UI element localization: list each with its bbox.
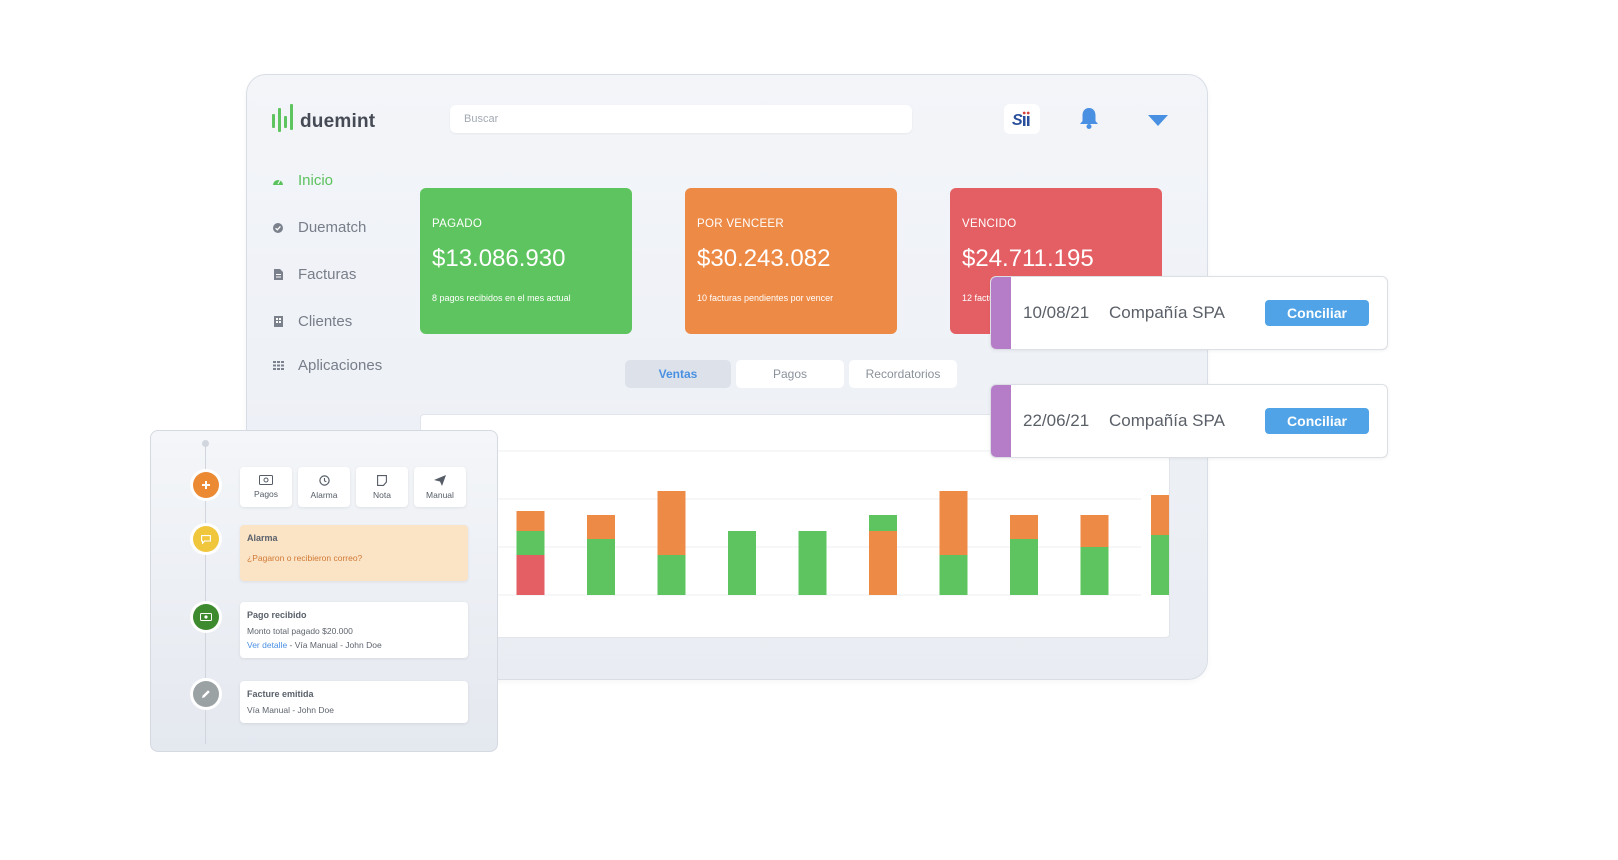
conciliar-button[interactable]: Conciliar: [1265, 408, 1369, 434]
chart-bar-segment: [587, 515, 615, 539]
sidebar-item-duematch[interactable]: Duematch: [272, 219, 366, 236]
reconciliation-company: Compañía SPA: [1109, 303, 1225, 322]
reconciliation-date: 22/06/21: [1023, 411, 1090, 430]
chart-bar-segment: [869, 515, 897, 531]
tab-ventas[interactable]: Ventas: [625, 360, 731, 388]
activity-text: ¿Pagaron o recibieron correo?: [247, 553, 363, 563]
card-title: PAGADO: [432, 218, 483, 230]
sii-icon[interactable]: S: [1004, 104, 1040, 134]
card-title: VENCIDO: [962, 218, 1017, 230]
row-accent-stripe: [991, 385, 1011, 457]
tab-pagos[interactable]: Pagos: [736, 360, 844, 388]
tab-recordatorios[interactable]: Recordatorios: [849, 360, 957, 388]
note-icon: [377, 474, 387, 488]
sidebar-item-label: Clientes: [298, 313, 353, 330]
chat-icon: [193, 526, 219, 552]
chart-bar-segment: [939, 491, 968, 555]
reconciliation-row[interactable]: 10/08/21 Compañía SPA Conciliar: [990, 276, 1388, 350]
chart-bar-segment: [516, 555, 545, 595]
conciliar-button[interactable]: Conciliar: [1265, 300, 1369, 326]
document-icon: [272, 269, 284, 281]
sidebar-item-clientes[interactable]: Clientes: [272, 313, 352, 330]
activity-item-pago-recibido[interactable]: Pago recibido Monto total pagado $20.000…: [240, 602, 468, 658]
activity-text: Monto total pagado $20.000: [247, 626, 353, 636]
chart-bar-segment: [1010, 539, 1038, 595]
grid-icon: [272, 360, 284, 372]
activity-text: Vía Manual - John Doe: [247, 705, 334, 715]
svg-text:S: S: [1012, 112, 1023, 128]
card-subtitle: 10 facturas pendientes por vencer: [697, 293, 834, 303]
action-manual-button[interactable]: Manual: [414, 467, 466, 507]
logo-bars-icon: [272, 102, 294, 141]
chart-bar-segment: [657, 555, 686, 595]
card-amount: $24.711.195: [962, 245, 1094, 272]
send-icon: [434, 474, 446, 488]
action-label: Manual: [426, 489, 454, 500]
sidebar-item-facturas[interactable]: Facturas: [272, 266, 356, 283]
activity-item-factura-emitida[interactable]: Facture emitida Vía Manual - John Doe: [240, 681, 468, 723]
action-label: Pagos: [253, 489, 279, 499]
sidebar-item-inicio[interactable]: Inicio: [272, 172, 333, 189]
action-alarma-button[interactable]: Alarma: [298, 467, 350, 507]
sidebar-item-label: Duematch: [298, 219, 367, 236]
card-amount: $13.086.930: [432, 245, 566, 272]
activity-item-alarma[interactable]: Alarma ¿Pagaron o recibieron correo?: [240, 525, 468, 581]
sidebar-item-label: Aplicaciones: [298, 357, 383, 374]
chart-bar-segment: [657, 491, 686, 555]
activity-meta: Ver detalle - Vía Manual - John Doe: [247, 640, 461, 650]
plus-icon[interactable]: [193, 472, 219, 498]
chart-bar-segment: [1080, 515, 1109, 547]
money-icon: [193, 604, 219, 630]
chart-bar-segment: [939, 555, 968, 595]
brand-name: duemint: [300, 110, 376, 132]
stat-card-pagado[interactable]: PAGADO $13.086.930 8 pagos recibidos en …: [420, 188, 632, 334]
action-nota-button[interactable]: Nota: [356, 467, 408, 507]
sidebar-item-aplicaciones[interactable]: Aplicaciones: [272, 357, 382, 374]
chevron-down-icon[interactable]: [1148, 114, 1168, 132]
ver-detalle-link[interactable]: Ver detalle: [247, 640, 288, 650]
chart-bar-segment: [516, 531, 545, 555]
sidebar-item-label: Facturas: [298, 266, 357, 283]
stat-card-por-vencer[interactable]: POR VENCEER $30.243.082 10 facturas pend…: [685, 188, 897, 334]
activity-meta-text: - Vía Manual - John Doe: [289, 640, 382, 650]
activity-title: Alarma: [247, 533, 278, 543]
card-amount: $30.243.082: [697, 245, 831, 272]
activity-title: Facture emitida: [247, 689, 314, 699]
building-icon: [272, 316, 284, 328]
action-pagos-button[interactable]: Pagos: [240, 467, 292, 507]
stat-card-vencido[interactable]: VENCIDO $24.711.195 12 facturas vencidas: [950, 188, 1162, 334]
activity-title: Pago recibido: [247, 610, 307, 620]
action-label: Nota: [373, 489, 391, 500]
check-circle-icon: [272, 222, 284, 234]
money-icon: [259, 475, 273, 487]
reconciliation-company: Compañía SPA: [1109, 411, 1225, 430]
chart-bar-segment: [1151, 495, 1179, 535]
reconciliation-date: 10/08/21: [1023, 303, 1090, 322]
sales-chart: [421, 450, 1179, 596]
dashboard-icon: [272, 175, 284, 187]
chart-bar-segment: [1080, 547, 1109, 595]
chart-bar-segment: [1151, 535, 1179, 595]
reconciliation-row[interactable]: 22/06/21 Compañía SPA Conciliar: [990, 384, 1388, 458]
pencil-icon: [193, 681, 219, 707]
alarm-icon: [318, 474, 330, 488]
sidebar-item-label: Inicio: [298, 172, 334, 189]
row-accent-stripe: [991, 277, 1011, 349]
chart-bar-segment: [798, 531, 827, 595]
chart-bar-segment: [869, 531, 897, 595]
brand-logo[interactable]: duemint: [272, 102, 375, 141]
card-title: POR VENCEER: [697, 218, 785, 230]
timeline-line: [205, 442, 206, 744]
bell-icon[interactable]: [1078, 106, 1100, 135]
chart-bar-segment: [728, 531, 756, 595]
search-input[interactable]: Buscar: [450, 105, 912, 133]
action-label: Alarma: [310, 489, 338, 500]
chart-bar-segment: [1010, 515, 1038, 539]
chart-bar-segment: [516, 511, 545, 531]
chart-bar-segment: [587, 539, 615, 595]
timeline-start-dot: [202, 440, 209, 447]
card-subtitle: 8 pagos recibidos en el mes actual: [432, 293, 571, 303]
